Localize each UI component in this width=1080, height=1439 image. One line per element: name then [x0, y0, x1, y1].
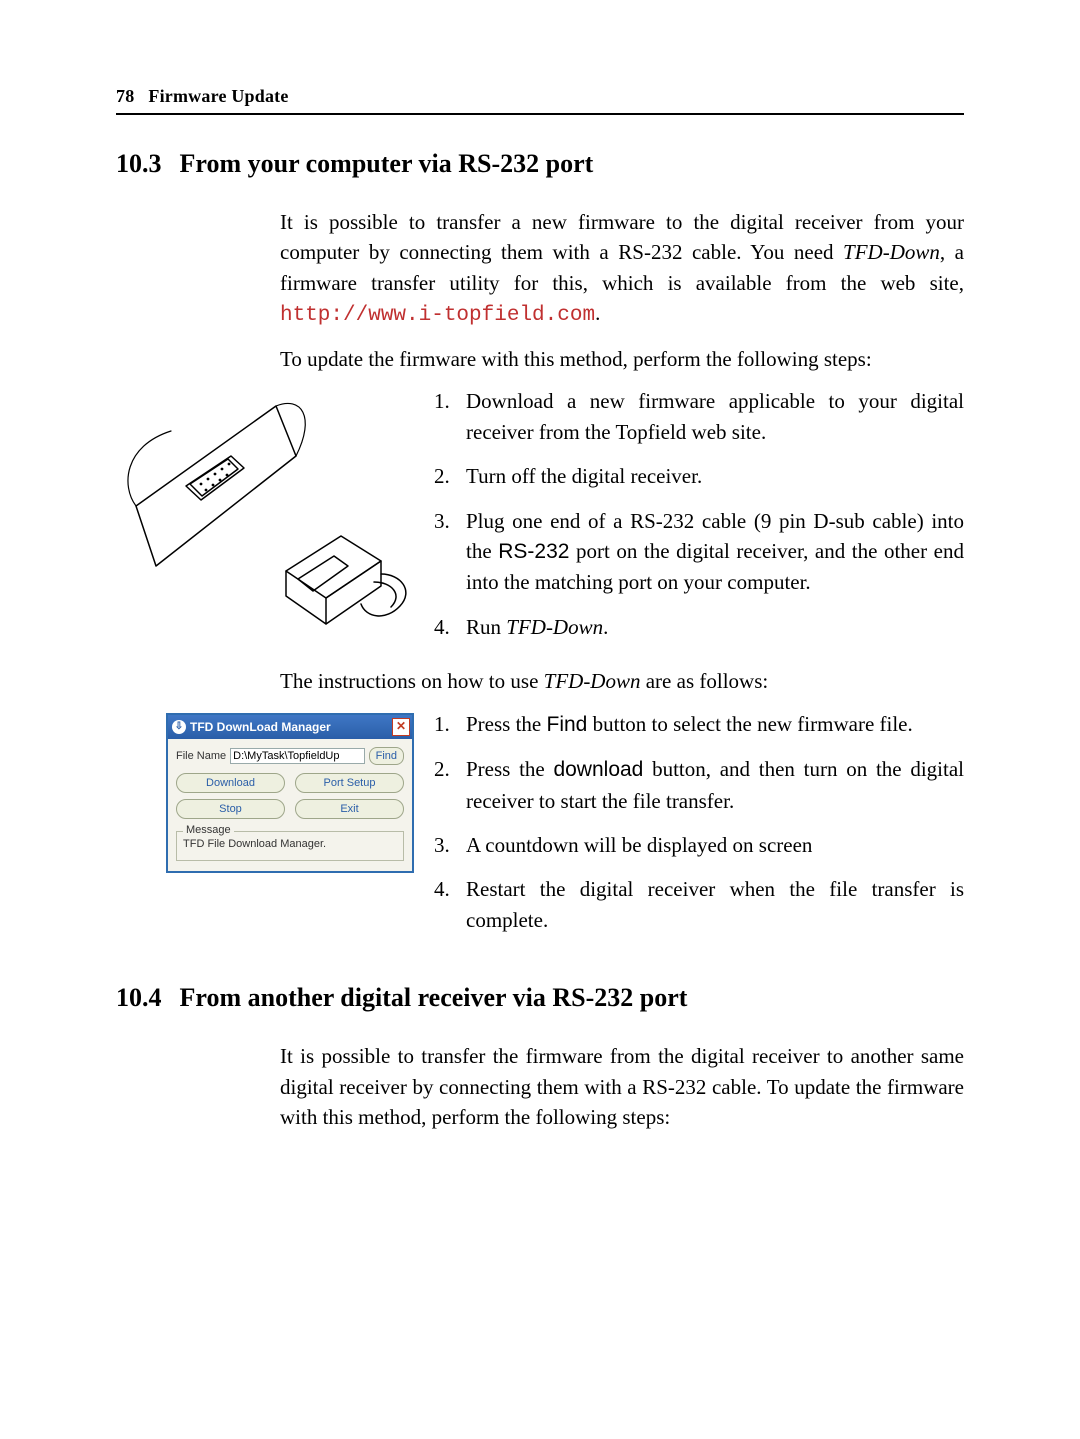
text: Run [466, 615, 506, 639]
section-103-title: From your computer via RS-232 port [180, 149, 594, 178]
step-b2: Press the download button, and then turn… [434, 754, 964, 816]
step-b4: Restart the digital receiver when the fi… [434, 874, 964, 935]
step-a2: Turn off the digital receiver. [434, 461, 964, 491]
cable-svg [116, 386, 416, 646]
header-rule [116, 113, 964, 115]
tfd-down-name: TFD-Down [843, 240, 940, 264]
tfd-down-name: TFD-Down [544, 669, 641, 693]
text: The instructions on how to use [280, 669, 544, 693]
figure-steps-row-1: Download a new firmware applicable to yo… [116, 386, 964, 656]
tfd-title: TFD DownLoad Manager [190, 720, 331, 734]
section-103-number: 10.3 [116, 149, 162, 178]
find-label: Find [547, 713, 588, 736]
steps-b-col: Press the Find button to select the new … [416, 709, 964, 950]
step-a3: Plug one end of a RS-232 cable (9 pin D-… [434, 506, 964, 598]
tfd-down-name: TFD-Down [506, 615, 603, 639]
section-103-mid: The instructions on how to use TFD-Down … [280, 666, 964, 696]
page: 78 Firmware Update 10.3 From your compute… [0, 0, 1080, 1439]
rs232-cable-figure [116, 386, 416, 651]
rs232-label: RS-232 [498, 540, 569, 563]
topfield-url[interactable]: http://www.i-topfield.com [280, 304, 595, 327]
section-104-para: It is possible to transfer the firmware … [280, 1041, 964, 1132]
intro-para-2: To update the firmware with this method,… [280, 344, 964, 374]
port-setup-button[interactable]: Port Setup [295, 773, 404, 793]
text: Press the [466, 757, 553, 781]
step-a4: Run TFD-Down. [434, 612, 964, 642]
intro-para-1: It is possible to transfer a new firmwar… [280, 207, 964, 332]
step-b3: A countdown will be displayed on screen [434, 830, 964, 860]
button-grid: Download Port Setup Stop Exit [176, 773, 404, 819]
app-icon: ⇩ [172, 720, 186, 734]
section-104-heading: 10.4 From another digital receiver via RS… [116, 983, 964, 1013]
chapter-title: Firmware Update [148, 86, 288, 107]
tfd-body: File Name Find Download Port Setup Stop … [168, 739, 412, 871]
section-104-number: 10.4 [116, 983, 162, 1012]
download-button[interactable]: Download [176, 773, 285, 793]
text: are as follows: [640, 669, 768, 693]
tfd-window-col: ⇩ TFD DownLoad Manager ✕ File Name Find … [116, 709, 416, 873]
page-number: 78 [116, 86, 134, 107]
find-button[interactable]: Find [369, 747, 404, 765]
message-legend: Message [183, 824, 234, 836]
tfd-titlebar: ⇩ TFD DownLoad Manager ✕ [168, 715, 412, 739]
file-name-input[interactable] [230, 748, 364, 764]
steps-a: Download a new firmware applicable to yo… [434, 386, 964, 642]
message-text: TFD File Download Manager. [183, 838, 326, 850]
section-103-intro: It is possible to transfer a new firmwar… [280, 207, 964, 374]
message-box: Message TFD File Download Manager. [176, 831, 404, 861]
step-a1: Download a new firmware applicable to yo… [434, 386, 964, 447]
text: . [603, 615, 608, 639]
figure-steps-row-2: ⇩ TFD DownLoad Manager ✕ File Name Find … [116, 709, 964, 950]
download-label: download [553, 758, 643, 781]
running-header: 78 Firmware Update [116, 86, 964, 107]
exit-button[interactable]: Exit [295, 799, 404, 819]
file-row: File Name Find [176, 747, 404, 765]
text: . [595, 301, 600, 325]
steps-a-col: Download a new firmware applicable to yo… [416, 386, 964, 656]
step-b1: Press the Find button to select the new … [434, 709, 964, 740]
text: Press the [466, 712, 547, 736]
stop-button[interactable]: Stop [176, 799, 285, 819]
close-icon[interactable]: ✕ [392, 718, 410, 736]
text: button to select the new firmware file. [587, 712, 912, 736]
steps-b: Press the Find button to select the new … [434, 709, 964, 936]
section-104-title: From another digital receiver via RS-232… [180, 983, 688, 1012]
mid-para: The instructions on how to use TFD-Down … [280, 666, 964, 696]
section-103-heading: 10.3 From your computer via RS-232 port [116, 149, 964, 179]
section-104-body: It is possible to transfer the firmware … [280, 1041, 964, 1132]
file-name-label: File Name [176, 750, 226, 762]
tfd-window: ⇩ TFD DownLoad Manager ✕ File Name Find … [166, 713, 414, 873]
